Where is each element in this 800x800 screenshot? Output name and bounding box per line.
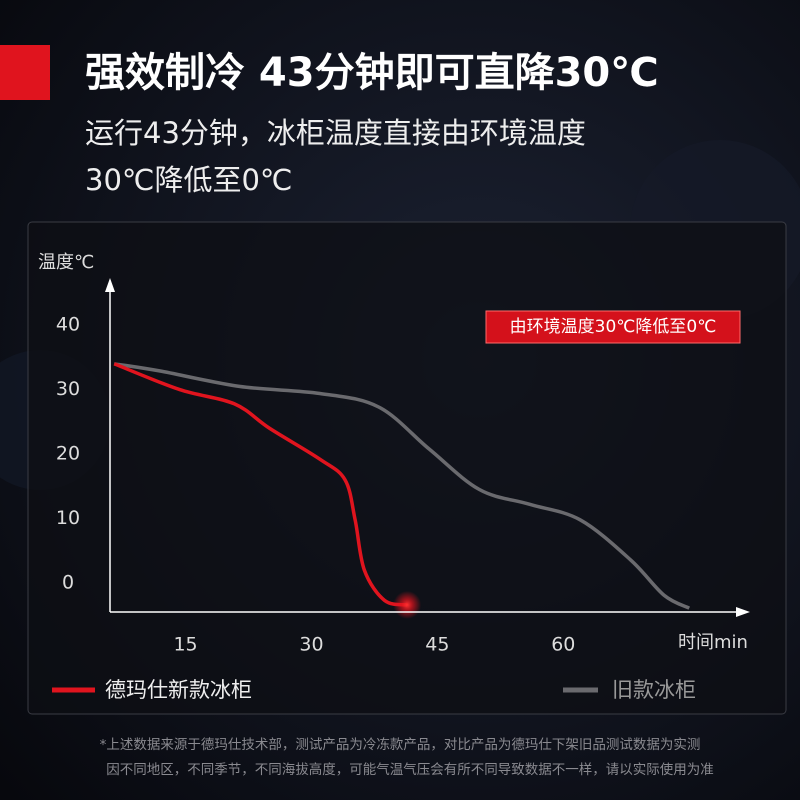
y-tick-label: 20 (56, 443, 80, 465)
chart-panel (27, 221, 787, 715)
y-axis-label: 温度℃ (38, 252, 94, 273)
x-tick-label: 15 (173, 634, 197, 656)
annotation: 由环境温度30℃降低至0℃ (510, 317, 717, 337)
subtitle: 运行43分钟，冰柜温度直接由环境温度 (85, 116, 586, 150)
y-tick-label: 0 (62, 571, 74, 593)
legend-label: 德玛仕新款冰柜 (105, 678, 252, 702)
title: 强效制冷 43分钟即可直降30℃ (85, 50, 659, 96)
y-tick-label: 30 (56, 378, 80, 400)
footnote: 因不同地区，不同季节，不同海拔高度，可能气温气压会有所不同导致数据不一样，请以实… (106, 761, 714, 778)
x-tick-label: 30 (299, 634, 323, 656)
legend-label: 旧款冰柜 (612, 678, 696, 702)
x-tick-label: 60 (551, 634, 575, 656)
x-axis-arrow (736, 607, 750, 617)
subtitle: 30℃降低至0℃ (85, 163, 293, 197)
footnote: *上述数据来源于德玛仕技术部，测试产品为冷冻款产品，对比产品为德玛仕下架旧品测试… (100, 737, 701, 753)
series-line (113, 362, 408, 607)
title-marker (0, 45, 50, 100)
annotation-box (485, 310, 741, 344)
x-tick-label: 45 (425, 634, 449, 656)
series-line (113, 362, 691, 610)
y-tick-label: 10 (56, 507, 80, 529)
y-axis-arrow (105, 278, 115, 292)
end-glow (393, 590, 422, 619)
x-axis-label: 时间min (678, 632, 748, 653)
y-tick-label: 40 (56, 314, 80, 336)
